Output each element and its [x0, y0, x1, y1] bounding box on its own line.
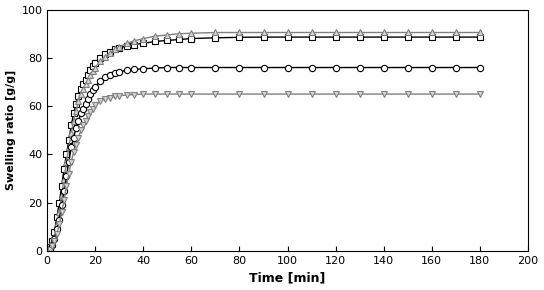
X-axis label: Time [min]: Time [min] [249, 271, 326, 284]
Y-axis label: Swelling ratio [g/g]: Swelling ratio [g/g] [5, 70, 16, 191]
